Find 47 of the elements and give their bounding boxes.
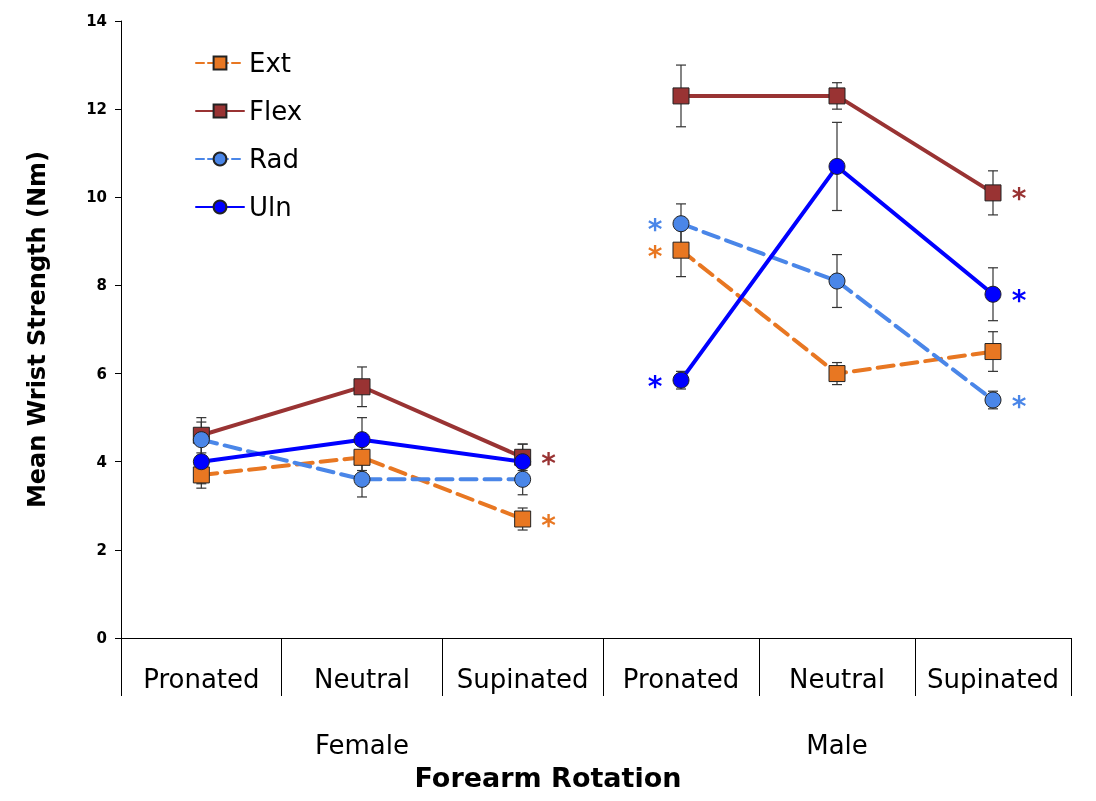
y-tick-label: 4 [96,452,107,471]
point [353,470,371,488]
legend-label: Uln [249,192,292,222]
point [514,453,532,471]
legend-label: Flex [249,96,303,126]
point [828,87,846,105]
point [984,184,1002,202]
y-tick-label: 12 [86,100,107,119]
x-tick-label: Neutral [789,664,885,694]
text: Forearm Rotation [413,762,683,793]
y-tick-label: 0 [96,629,107,647]
annotation: * [541,508,557,542]
y-tick-label: 6 [96,364,107,383]
legend-label: Rad [249,144,299,174]
annotation: * [1011,283,1027,317]
y-tick-label: 2 [96,540,107,559]
annotation: * [647,369,663,403]
annotation: * [1011,182,1027,216]
x-axis-title: Male [806,730,868,760]
point [672,215,690,233]
point [353,448,371,466]
y-tick-label: 8 [96,276,107,295]
annotation: * [1011,389,1027,423]
point [984,285,1002,303]
annotation: * [541,446,557,480]
point [984,343,1002,361]
point [828,157,846,175]
x-tick-label: Pronated [622,664,740,694]
x-tick-label: Supinated [456,664,589,694]
point [353,378,371,396]
annotation: * [647,239,663,273]
y-tick-label: 10 [86,188,107,207]
x-tick-label: Pronated [143,664,260,694]
point [514,470,532,488]
point [192,431,210,449]
x-tick-label: Neutral [314,664,410,694]
x-axis-title: Female [314,730,410,760]
legend-label: Ext [249,48,292,78]
y-tick-label: 14 [86,12,107,30]
point [828,272,846,290]
point [828,365,846,383]
point [672,87,690,105]
y-axis-title: Mean Wrist Strength (Nm) [23,150,51,509]
point [672,241,690,259]
point [192,453,210,471]
point [353,431,371,449]
x-tick-label: Supinated [927,664,1059,694]
